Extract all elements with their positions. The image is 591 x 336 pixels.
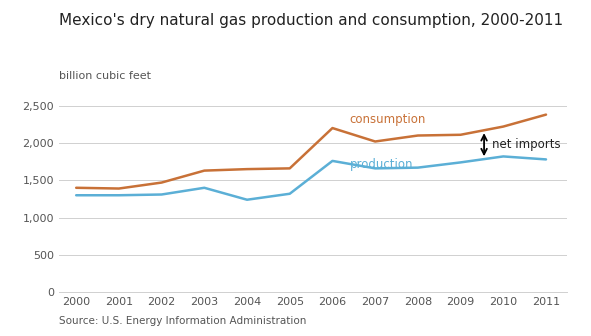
Text: eia: eia: [20, 320, 37, 329]
Text: net imports: net imports: [492, 138, 560, 151]
Text: production: production: [349, 158, 413, 171]
Text: billion cubic feet: billion cubic feet: [59, 71, 151, 81]
Text: Mexico's dry natural gas production and consumption, 2000-2011: Mexico's dry natural gas production and …: [59, 13, 563, 29]
Text: Source: U.S. Energy Information Administration: Source: U.S. Energy Information Administ…: [59, 316, 307, 326]
Text: consumption: consumption: [349, 113, 426, 126]
